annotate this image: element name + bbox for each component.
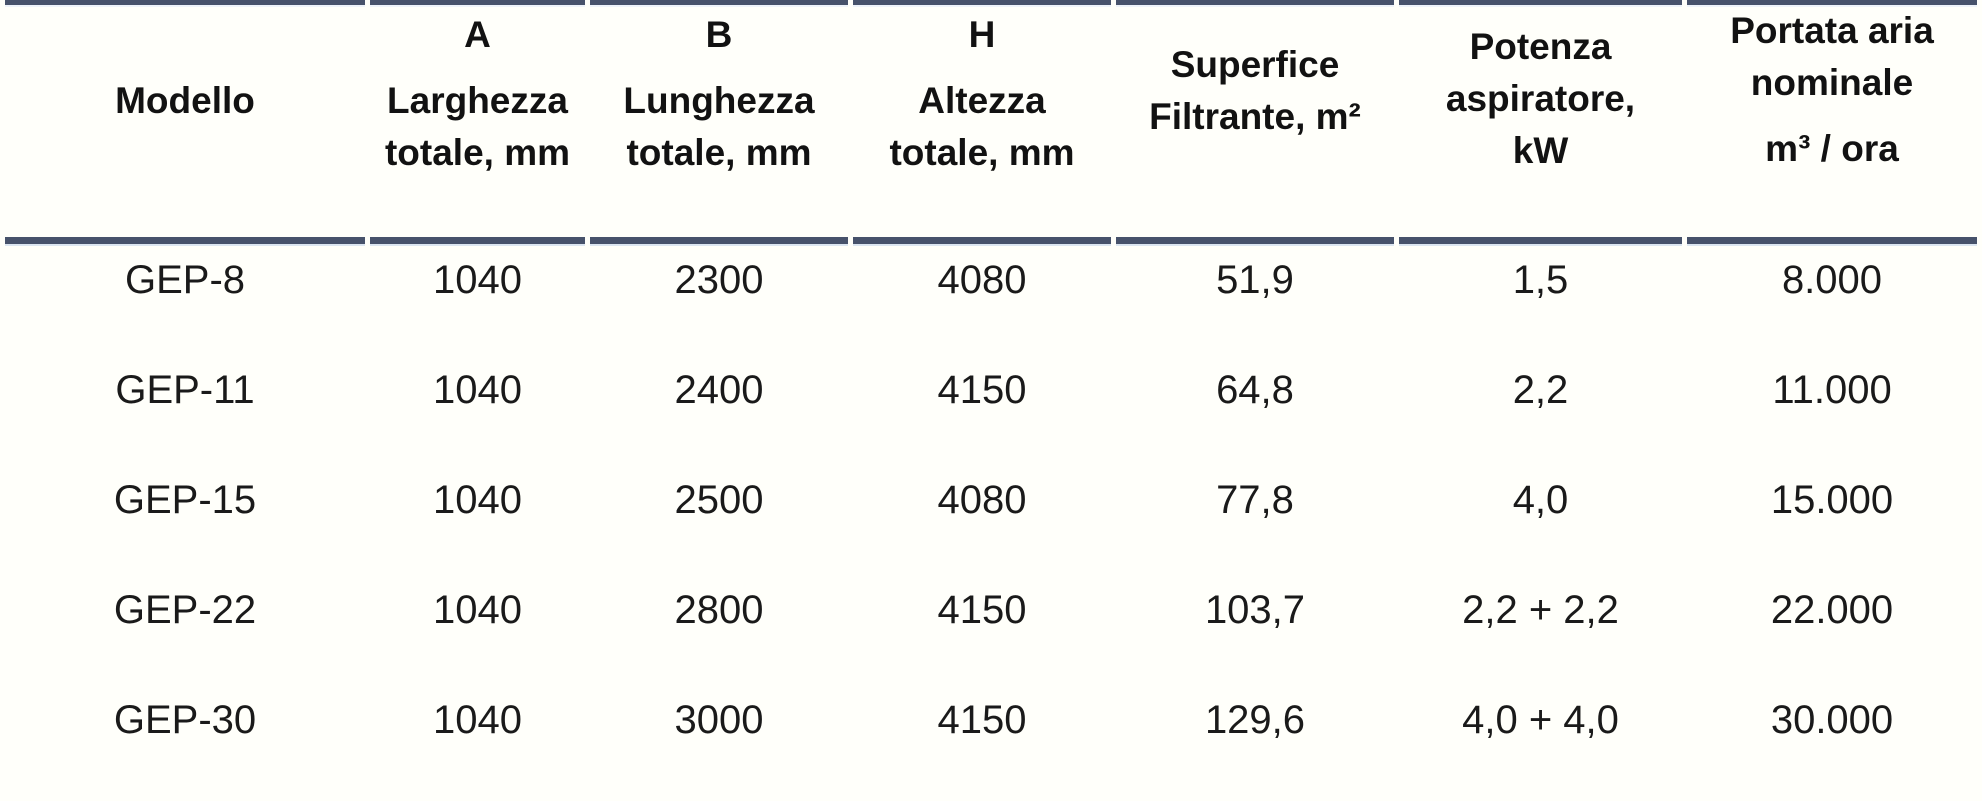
cell-modello: GEP-15	[113, 478, 257, 522]
cell-superfice: 51,9	[1216, 258, 1294, 302]
col-header-larghezza-line1: Larghezza	[387, 80, 568, 121]
col-header-lunghezza: B Lunghezza totale, mm	[590, 0, 848, 244]
col-header-potenza-line3: kW	[1512, 130, 1569, 171]
col-header-portata-line1: Portata aria	[1730, 10, 1934, 51]
cell-larghezza: 1040	[433, 698, 522, 742]
cell-modello: GEP-8	[124, 258, 246, 302]
cell-lunghezza: 2800	[674, 588, 764, 632]
col-header-modello-title: Modello	[115, 80, 255, 121]
cell-larghezza: 1040	[433, 588, 522, 632]
col-header-altezza: H Altezza totale, mm	[853, 0, 1111, 244]
spacer	[853, 61, 1111, 75]
cell-altezza: 4080	[937, 258, 1027, 302]
cell-superfice: 77,8	[1216, 478, 1294, 522]
cell-superfice: 64,8	[1216, 368, 1294, 412]
col-header-modello: Modello	[5, 0, 365, 244]
cell-modello: GEP-22	[113, 588, 257, 632]
cell-portata: 22.000	[1770, 588, 1894, 632]
cell-potenza: 2,2 + 2,2	[1462, 588, 1619, 632]
col-header-altezza-letter: H	[968, 14, 996, 55]
spacer	[590, 61, 848, 75]
cell-portata: 8.000	[1781, 258, 1883, 302]
cell-larghezza: 1040	[433, 368, 522, 412]
col-header-portata-line2: nominale	[1750, 62, 1914, 103]
cell-lunghezza: 2300	[674, 258, 764, 302]
table-row: GEP-8 1040 2300 4080 51,9 1,5 8.000	[5, 244, 1977, 354]
cell-modello: GEP-11	[115, 368, 255, 412]
cell-potenza: 2,2	[1512, 368, 1569, 412]
cell-altezza: 4150	[937, 368, 1027, 412]
col-header-lunghezza-line2: totale, mm	[626, 132, 812, 173]
cell-superfice: 129,6	[1204, 698, 1306, 742]
table-row: GEP-30 1040 3000 4150 129,6 4,0 + 4,0 30…	[5, 684, 1977, 794]
cell-portata: 15.000	[1770, 478, 1894, 522]
col-header-altezza-line1: Altezza	[918, 80, 1046, 121]
cell-larghezza: 1040	[433, 478, 522, 522]
spacer	[1687, 109, 1977, 123]
col-header-superfice: Superfice Filtrante, m²	[1116, 0, 1394, 244]
col-header-superfice-line1: Superfice	[1170, 44, 1340, 85]
cell-potenza: 1,5	[1512, 258, 1569, 302]
cell-larghezza: 1040	[433, 258, 522, 302]
header-row: Modello A Larghezza totale, mm B Lunghez…	[5, 0, 1977, 244]
cell-altezza: 4150	[937, 698, 1027, 742]
cell-potenza: 4,0 + 4,0	[1462, 698, 1619, 742]
cell-lunghezza: 2500	[674, 478, 764, 522]
cell-potenza: 4,0	[1512, 478, 1569, 522]
cell-portata: 30.000	[1770, 698, 1894, 742]
col-header-potenza-line1: Potenza	[1469, 26, 1612, 67]
table-row: GEP-15 1040 2500 4080 77,8 4,0 15.000	[5, 464, 1977, 574]
col-header-larghezza-line2: totale, mm	[384, 132, 571, 173]
cell-modello: GEP-30	[113, 698, 257, 742]
cell-portata: 11.000	[1772, 368, 1892, 412]
col-header-lunghezza-line1: Lunghezza	[623, 80, 815, 121]
col-header-larghezza: A Larghezza totale, mm	[370, 0, 585, 244]
cell-lunghezza: 3000	[674, 698, 764, 742]
table-row: GEP-11 1040 2400 4150 64,8 2,2 11.000	[5, 354, 1977, 464]
col-header-portata: Portata aria nominale m³ / ora	[1687, 0, 1977, 244]
col-header-potenza: Potenza aspiratore, kW	[1399, 0, 1682, 244]
col-header-superfice-line2: Filtrante, m²	[1149, 96, 1361, 137]
cell-altezza: 4080	[937, 478, 1027, 522]
col-header-lunghezza-letter: B	[705, 14, 733, 55]
col-header-potenza-line2: aspiratore,	[1445, 78, 1636, 119]
table-row: GEP-22 1040 2800 4150 103,7 2,2 + 2,2 22…	[5, 574, 1977, 684]
cell-superfice: 103,7	[1204, 588, 1306, 632]
cell-altezza: 4150	[937, 588, 1027, 632]
col-header-portata-line3: m³ / ora	[1765, 128, 1899, 169]
spacer	[370, 61, 585, 75]
col-header-larghezza-letter: A	[464, 14, 491, 55]
col-header-altezza-line2: totale, mm	[889, 132, 1075, 173]
cell-lunghezza: 2400	[674, 368, 764, 412]
